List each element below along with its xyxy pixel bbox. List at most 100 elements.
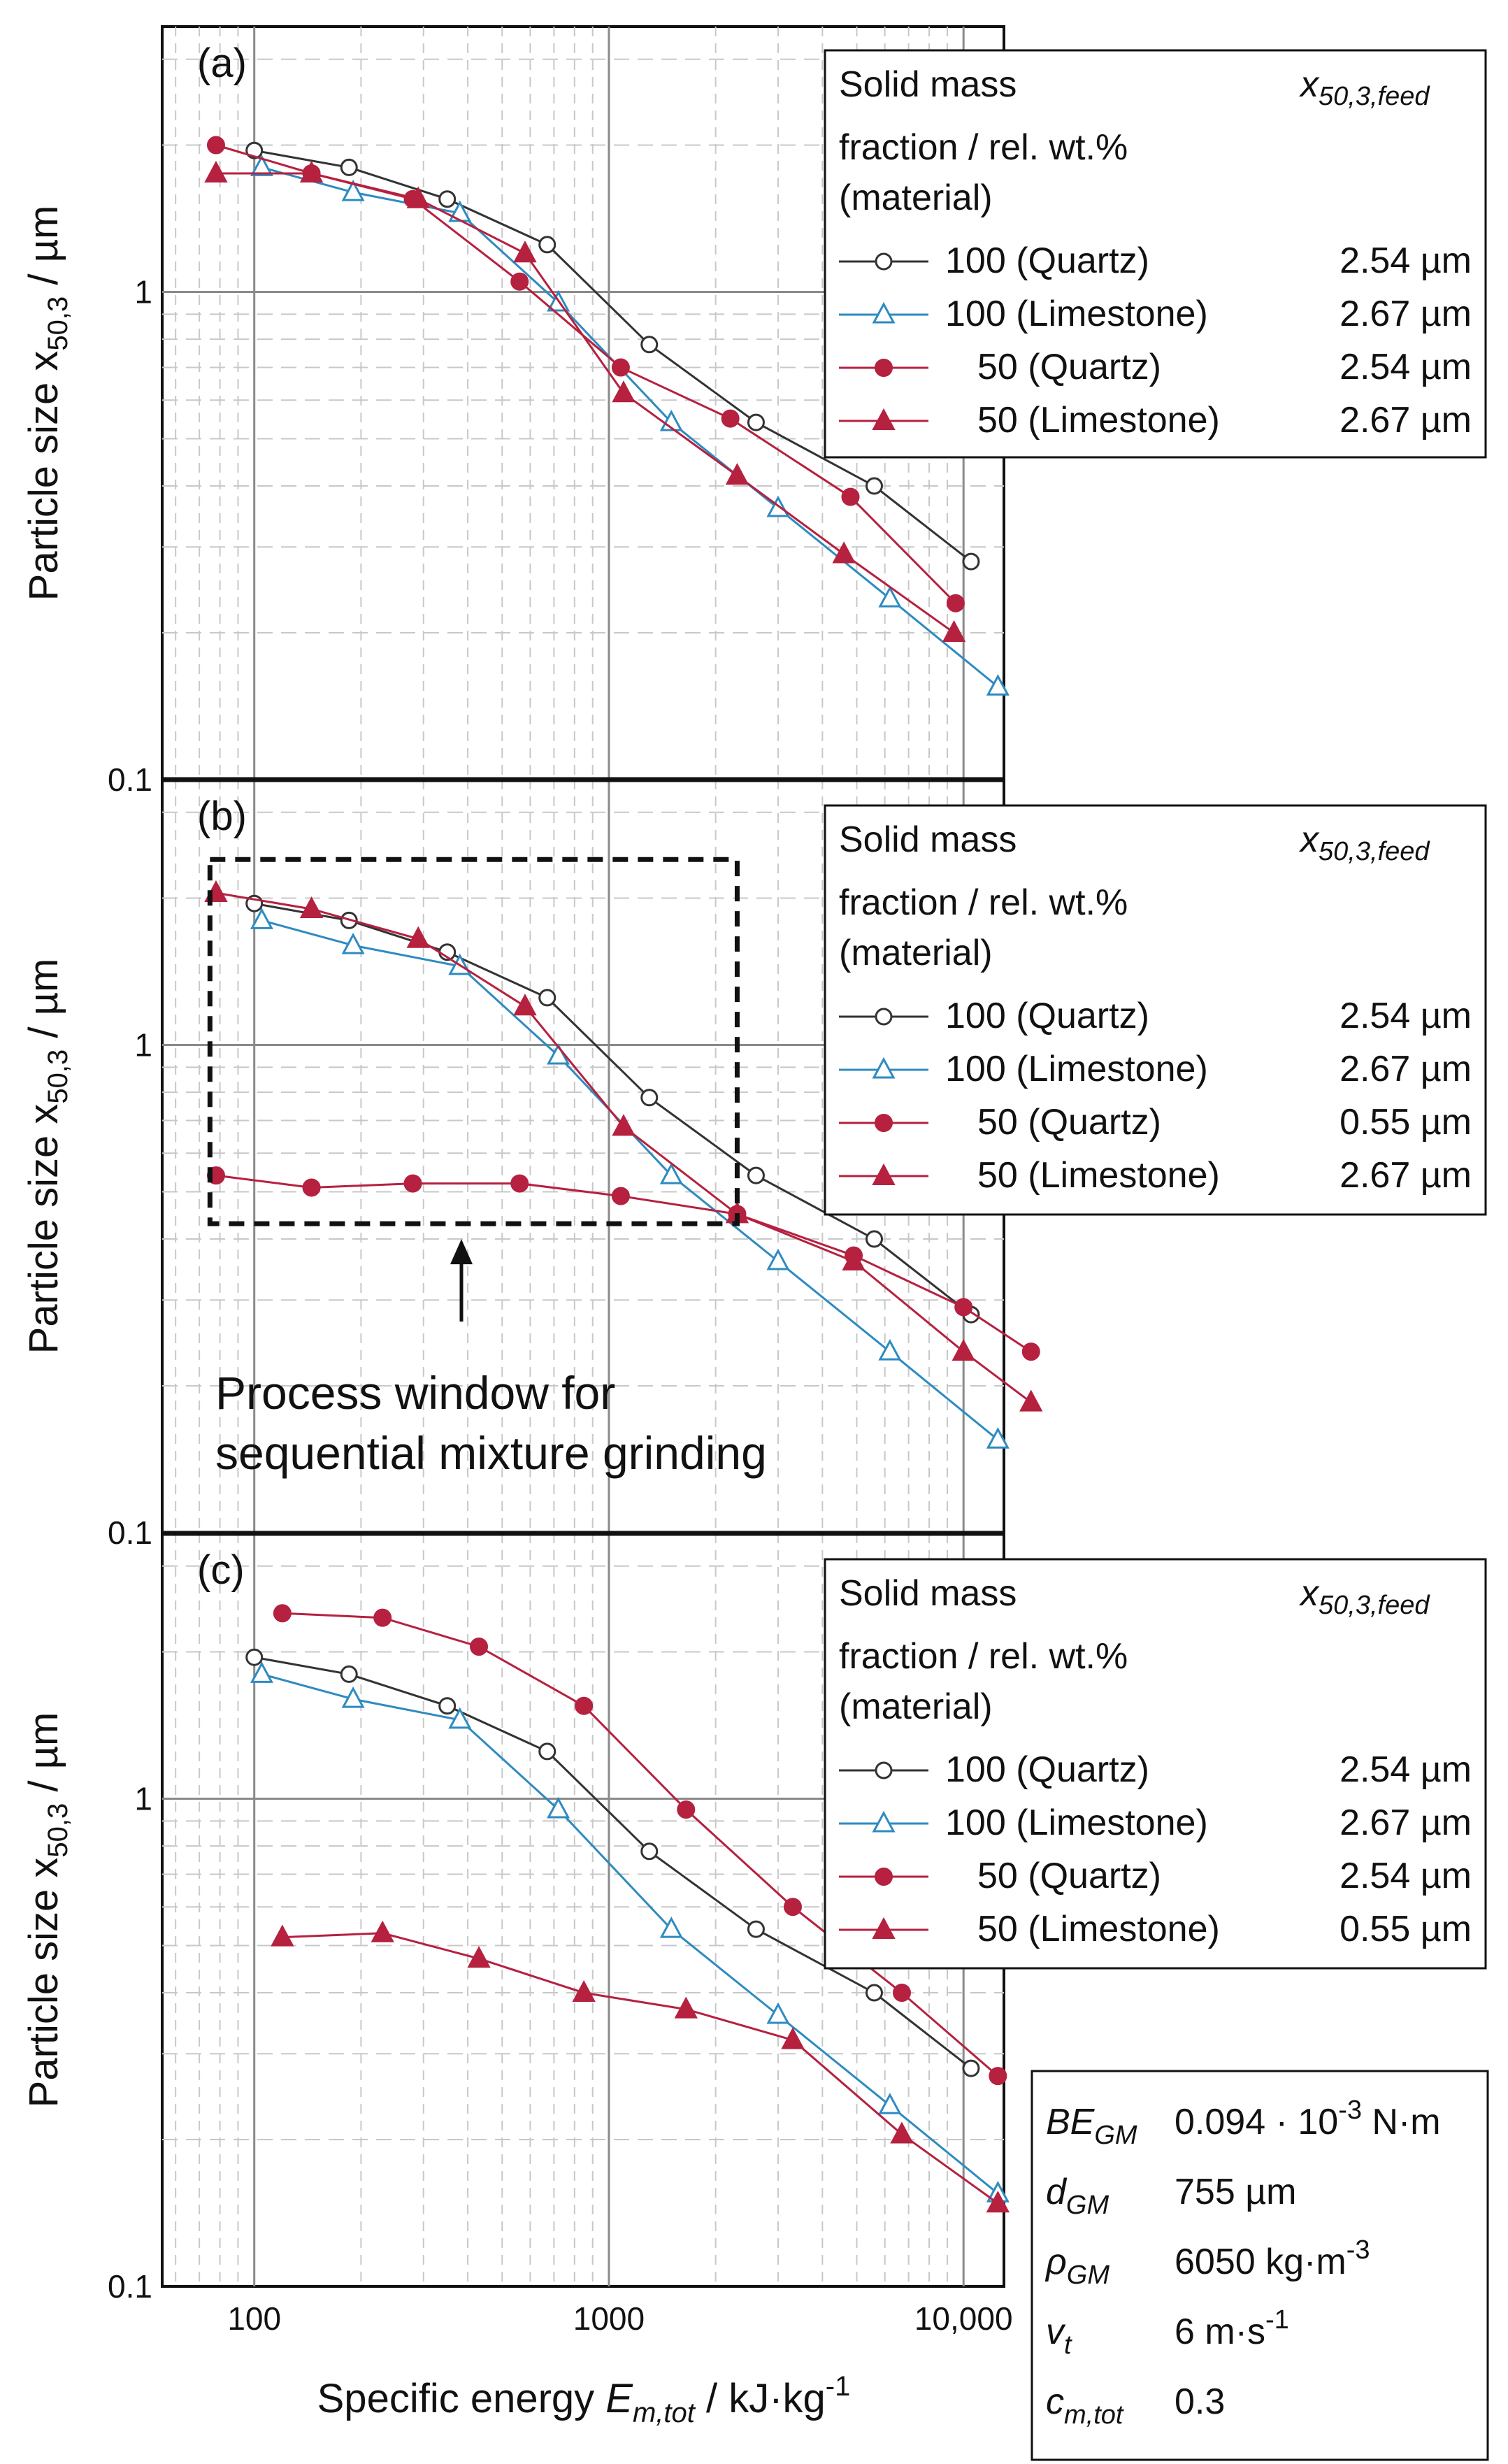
parameter-unit: N·m [1362,2102,1441,2142]
process-window-box [207,857,740,1226]
data-point [204,160,228,182]
legend-header-line1: Solid mass [839,819,1017,860]
data-point [640,1089,659,1107]
data-point [302,1178,321,1197]
data-point [989,2067,1007,2086]
legend-header-feed: x50,3,feed [1298,1573,1430,1620]
legend-feed-value: 2.54 µm [1340,347,1472,387]
data-point [271,1924,294,1947]
legend-series-label: 100 (Quartz) [945,241,1149,281]
data-point [250,908,273,929]
data-point [340,1665,358,1683]
legend-feed-value: 2.67 µm [1340,400,1472,440]
parameter-subscript: GM [1066,2191,1110,2220]
y-axis-label-subscript: 50,3 [43,1803,73,1858]
x-tick-label: 100 [227,2300,281,2337]
data-point [890,2121,914,2144]
legend-series-label: 50 (Limestone) [977,400,1220,440]
data-point [766,2002,790,2024]
data-point [962,2059,980,2077]
series-line [216,172,955,634]
series-line [254,149,972,563]
data-point [674,1996,698,2019]
legend-marker [875,1114,893,1132]
legend: Solid mass fraction / rel. wt.% (material)… [824,804,1487,1216]
y-axis-label-unit: / µm [21,206,66,296]
legend-series-label: 50 (Quartz) [977,1856,1161,1896]
parameter-row: dGM [1046,2172,1109,2220]
parameter-row: vt [1046,2312,1072,2360]
data-point [1019,1389,1043,1412]
legend-marker [872,1917,896,1939]
parameter-row: BEGM [1046,2102,1137,2150]
legend-header-line1: Solid mass [839,1573,1017,1614]
data-point [878,2093,902,2114]
data-point [341,179,365,201]
legend-feed-value: 2.67 µm [1340,1049,1472,1089]
legend-header-line3: (material) [839,178,993,218]
legend-header-line2: fraction / rel. wt.% [839,882,1128,923]
data-point [547,1796,570,1819]
data-point [954,1298,973,1317]
legend-series-label: 100 (Limestone) [945,294,1208,334]
x-tick-label: 1000 [573,2300,645,2337]
parameter-value-text: 755 µm [1175,2172,1296,2212]
y-axis-label-symbol: x [21,351,66,371]
parameter-subscript: m,tot [1064,2400,1124,2430]
data-point [612,380,635,403]
y-axis-label-text: Particle size [21,1878,66,2108]
data-point [640,1842,659,1861]
legend-box [824,804,1487,1216]
legend-header-line2: fraction / rel. wt.% [839,127,1128,168]
data-point [612,1114,635,1136]
legend-marker [872,301,896,324]
data-point [878,1339,902,1361]
data-point [865,1984,883,2002]
x-axis-label-subscript: m,tot [633,2398,696,2428]
data-point [206,136,225,155]
legend-header-line1: Solid mass [839,64,1017,105]
legend-series-label: 50 (Quartz) [977,347,1161,387]
legend-marker [872,408,896,430]
y-tick-label: 0.1 [108,1514,152,1551]
data-point [538,1742,556,1761]
legend-feed-subscript: 50,3,feed [1319,837,1430,866]
data-point [448,1707,472,1729]
data-point [245,1648,264,1666]
legend: Solid mass fraction / rel. wt.% (material)… [824,1558,1487,1970]
y-tick-label: 1 [134,273,152,310]
annotation-text-line2: sequential mixture grinding [215,1427,767,1479]
legend-feed-subscript: 50,3,feed [1319,82,1430,111]
y-axis-label-symbol: x [21,1104,66,1124]
parameter-value-text: 0.3 [1175,2381,1225,2422]
data-point [403,1174,422,1193]
legend-marker [872,1810,896,1833]
annotation-arrow-head [450,1239,473,1265]
data-point [659,1162,683,1184]
data-point [341,1686,365,1708]
parameter-box-frame [1031,2070,1489,2461]
data-point [538,236,556,254]
data-point [250,155,273,176]
data-point [572,1979,596,2003]
data-point [371,1920,394,1942]
parameter-subscript: GM [1067,2261,1110,2290]
legend-marker [872,1163,896,1185]
data-point [946,594,965,613]
data-point [865,477,883,495]
data-point [341,932,365,954]
y-axis-label: Particle size x50,3 / µm [21,959,73,1354]
data-point [510,1174,529,1193]
data-point [892,1984,911,2003]
legend-header-line2: fraction / rel. wt.% [839,1636,1128,1677]
data-point [406,926,430,948]
legend-header-feed: x50,3,feed [1298,64,1430,111]
legend-feed-symbol: x [1298,64,1320,105]
parameter-value: 0.3 [1175,2381,1225,2422]
data-point [986,674,1010,696]
y-axis-label-subscript: 50,3 [43,296,73,351]
data-point [340,158,358,176]
data-point [721,409,740,428]
x-axis-label-symbol: E [605,2376,633,2421]
